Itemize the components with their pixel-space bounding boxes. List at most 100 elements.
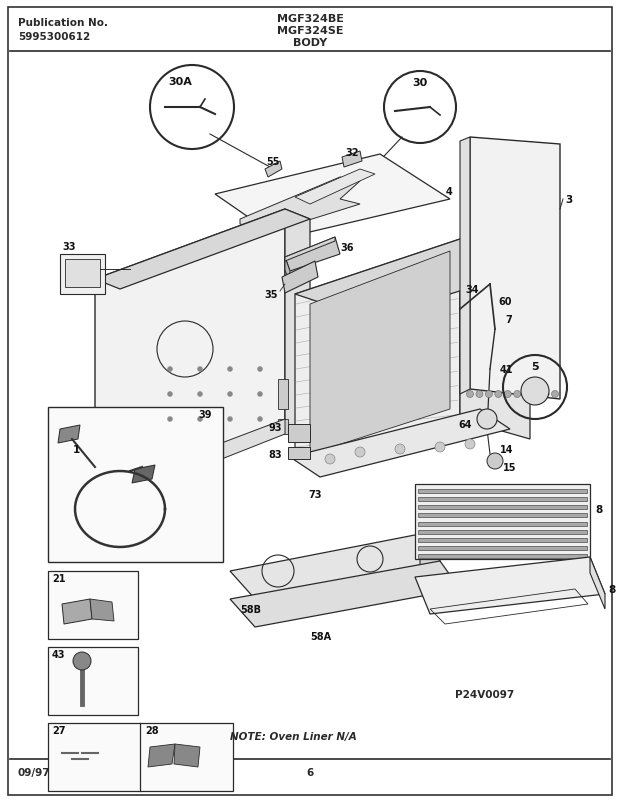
Polygon shape [295, 169, 375, 205]
Bar [278, 419, 288, 434]
Circle shape [228, 392, 232, 397]
Text: 4: 4 [446, 187, 453, 197]
Text: 8: 8 [608, 585, 615, 594]
Bar [48, 571, 138, 639]
Circle shape [476, 391, 483, 398]
Circle shape [466, 391, 474, 398]
Polygon shape [460, 240, 530, 439]
Text: 64: 64 [459, 419, 472, 430]
Bar [418, 522, 587, 526]
Text: 14: 14 [500, 444, 513, 454]
Circle shape [198, 417, 203, 422]
Text: Publication No.: Publication No. [18, 18, 108, 28]
Circle shape [485, 391, 492, 398]
Text: 35: 35 [265, 290, 278, 300]
Text: 55: 55 [267, 157, 280, 167]
Text: 27: 27 [52, 725, 66, 735]
Text: 58B: 58B [240, 604, 261, 614]
Circle shape [257, 417, 262, 422]
Polygon shape [90, 599, 114, 622]
Text: P24V0097: P24V0097 [455, 689, 514, 699]
Circle shape [167, 417, 172, 422]
Polygon shape [285, 258, 290, 284]
Text: 1: 1 [73, 444, 80, 454]
Circle shape [257, 392, 262, 397]
Polygon shape [285, 210, 310, 439]
Polygon shape [148, 744, 175, 767]
Polygon shape [95, 210, 310, 290]
Bar [48, 647, 138, 715]
Text: 43: 43 [52, 649, 66, 659]
Polygon shape [415, 557, 605, 614]
Text: 28: 28 [145, 725, 159, 735]
Circle shape [435, 442, 445, 452]
Text: NOTE: Oven Liner N/A: NOTE: Oven Liner N/A [230, 731, 356, 741]
Circle shape [73, 652, 91, 671]
Circle shape [228, 417, 232, 422]
Circle shape [325, 454, 335, 464]
Text: 39: 39 [198, 410, 212, 419]
Text: 3: 3 [565, 195, 572, 205]
Text: 73: 73 [308, 489, 322, 499]
Text: 8: 8 [595, 504, 602, 515]
Circle shape [228, 367, 232, 372]
Circle shape [495, 391, 502, 398]
Polygon shape [590, 557, 605, 609]
Text: 36: 36 [340, 243, 353, 253]
Text: 5: 5 [531, 361, 539, 372]
Bar [418, 538, 587, 542]
Bar [65, 259, 100, 287]
Text: BODY: BODY [293, 38, 327, 48]
Circle shape [465, 439, 475, 450]
Bar [418, 498, 587, 502]
Circle shape [198, 367, 203, 372]
Polygon shape [240, 177, 360, 230]
Text: 33: 33 [62, 242, 76, 251]
Text: 60: 60 [498, 296, 511, 307]
Polygon shape [420, 534, 440, 589]
Text: 21: 21 [52, 573, 66, 583]
Polygon shape [230, 534, 440, 599]
Polygon shape [215, 155, 450, 240]
Polygon shape [285, 238, 335, 262]
Bar [288, 425, 310, 442]
Text: 5995300612: 5995300612 [18, 32, 91, 42]
Text: 58A: 58A [310, 631, 331, 642]
Polygon shape [230, 561, 460, 627]
Text: 30A: 30A [168, 77, 192, 87]
Text: 30: 30 [412, 78, 428, 88]
Polygon shape [470, 138, 560, 400]
Polygon shape [310, 251, 450, 454]
Circle shape [504, 391, 511, 398]
Text: 6: 6 [306, 767, 314, 777]
Bar [418, 489, 587, 493]
Polygon shape [62, 599, 92, 624]
Polygon shape [174, 744, 200, 767]
Circle shape [523, 391, 530, 398]
Polygon shape [295, 240, 530, 320]
Circle shape [533, 391, 539, 398]
Bar [48, 407, 223, 562]
Circle shape [167, 367, 172, 372]
Polygon shape [265, 161, 282, 177]
Bar [418, 546, 587, 550]
Polygon shape [282, 262, 318, 294]
Bar [418, 514, 587, 518]
Bar [418, 506, 587, 510]
Text: 32: 32 [345, 148, 358, 158]
Text: eReplacementParts.com: eReplacementParts.com [206, 422, 376, 437]
Bar [48, 723, 233, 791]
Text: MGF324SE: MGF324SE [277, 26, 343, 36]
Bar [278, 380, 288, 410]
Bar [418, 530, 587, 534]
Text: 09/97: 09/97 [18, 767, 51, 777]
Circle shape [487, 454, 503, 470]
Text: 34: 34 [465, 284, 479, 295]
Polygon shape [342, 152, 362, 168]
Polygon shape [100, 419, 285, 507]
Text: MGF324BE: MGF324BE [277, 14, 343, 24]
Circle shape [198, 392, 203, 397]
Text: 15: 15 [503, 463, 516, 472]
Circle shape [552, 391, 559, 398]
Ellipse shape [190, 295, 210, 304]
